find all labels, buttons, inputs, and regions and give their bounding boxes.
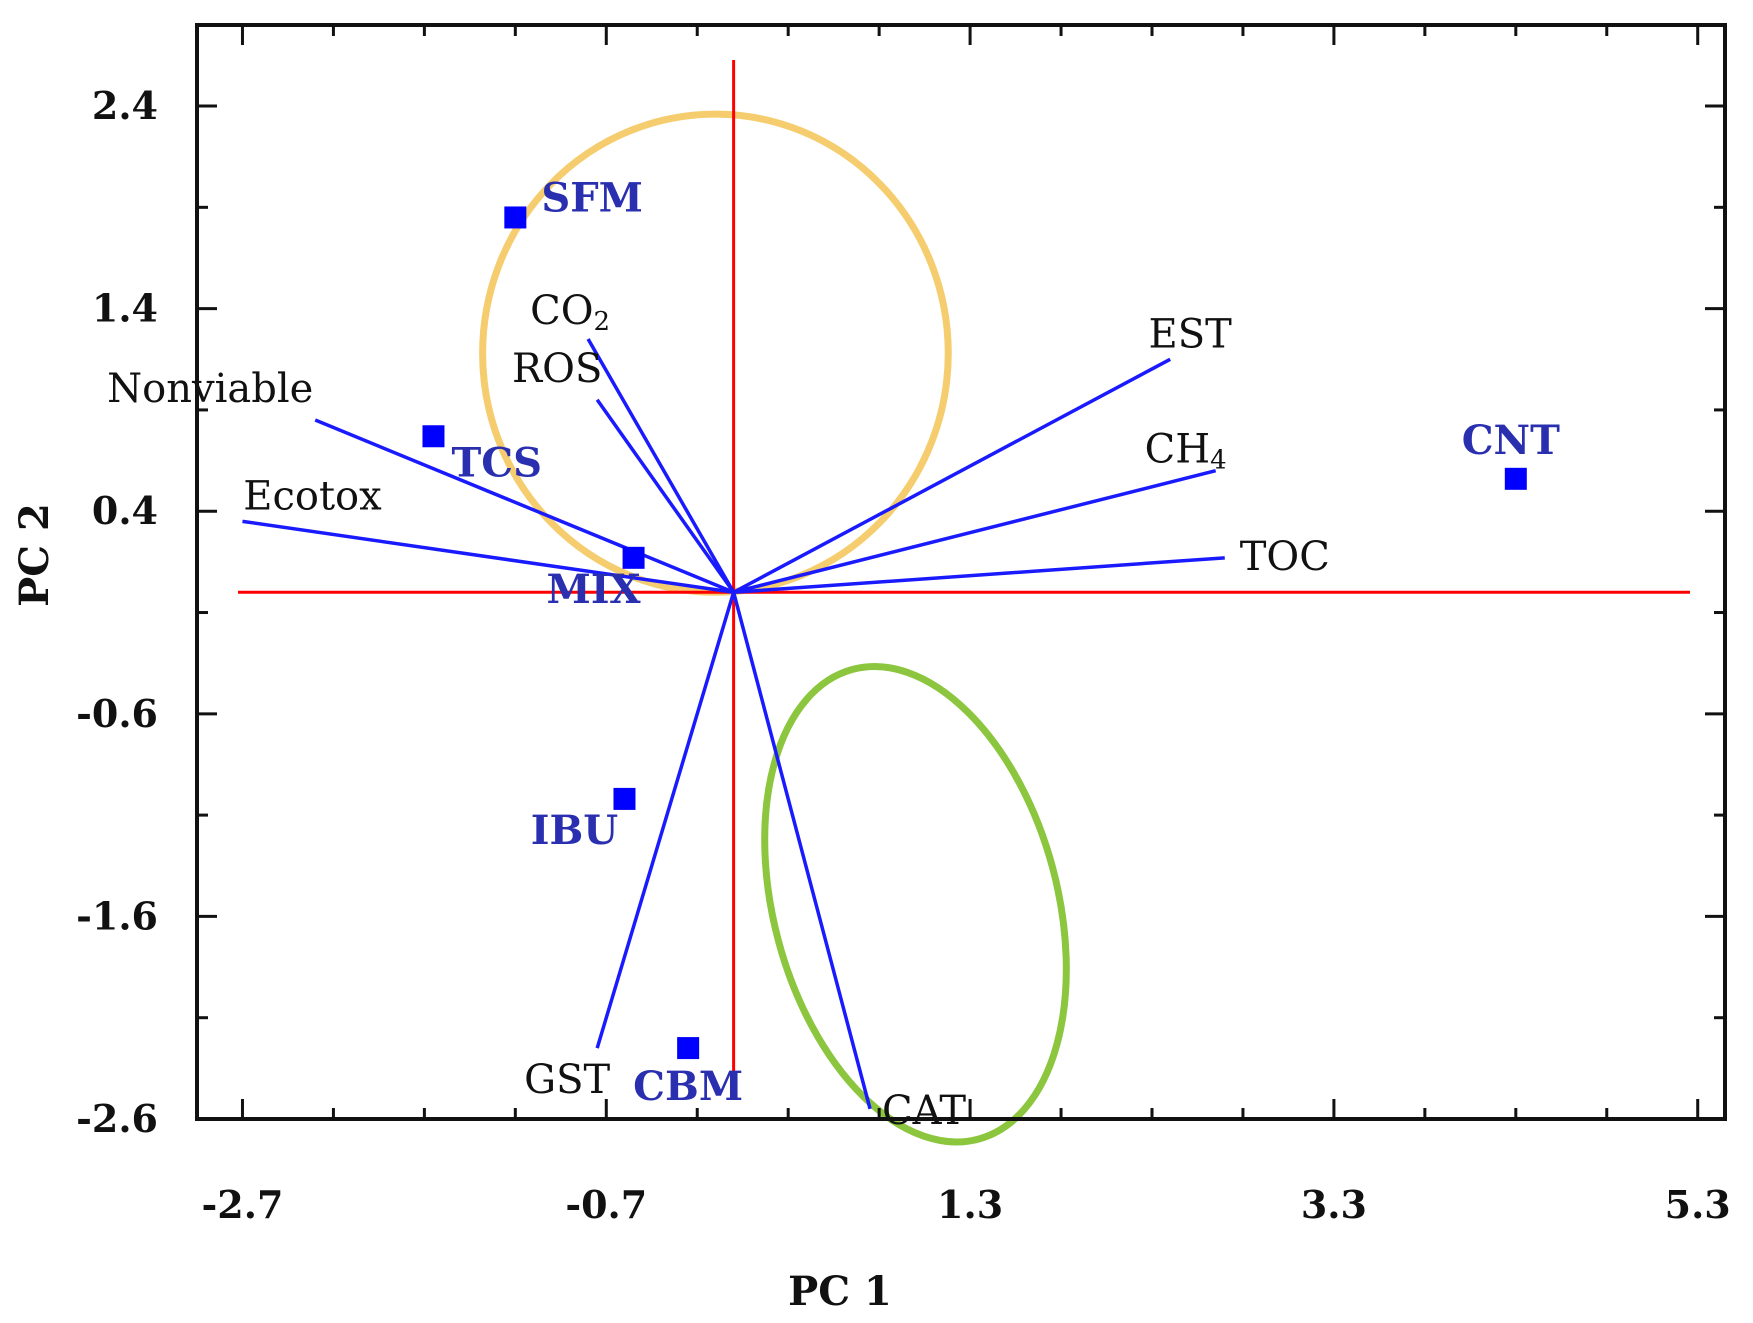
observation-point-tcs bbox=[422, 425, 445, 448]
loading-vector-ch bbox=[733, 469, 1217, 594]
observation-label-sfm: SFM bbox=[541, 174, 643, 221]
y-tick-label: -1.6 bbox=[76, 893, 158, 938]
x-tick-label: -2.7 bbox=[202, 1182, 284, 1227]
loading-vector-nonviable bbox=[314, 418, 735, 594]
lower-cluster-ellipse bbox=[761, 663, 1070, 1146]
loading-vector-est bbox=[732, 357, 1172, 594]
x-tick-label: 5.3 bbox=[1665, 1182, 1731, 1227]
observation-point-sfm bbox=[504, 206, 527, 229]
y-tick-label: 2.4 bbox=[92, 83, 158, 128]
loading-label-ecotox: Ecotox bbox=[243, 473, 382, 519]
observation-point-cnt bbox=[1504, 467, 1527, 490]
loading-label-nonviable: Nonviable bbox=[107, 366, 313, 412]
loading-label-co: CO2 bbox=[530, 288, 610, 337]
loading-label-gst: GST bbox=[524, 1057, 610, 1103]
loading-vector-ros bbox=[595, 398, 736, 594]
loadings-group: CO2 ROS Nonviable Ecotox EST CH4 TOC GST CAT bbox=[107, 288, 1330, 1134]
observation-point-ibu bbox=[613, 787, 636, 810]
observations-group: SFM TCS MIX CNT IBU CBM bbox=[422, 174, 1560, 1110]
loading-label-ch: CH4 bbox=[1145, 427, 1227, 476]
loading-label-ros: ROS bbox=[512, 346, 602, 392]
observation-label-mix: MIX bbox=[547, 566, 641, 613]
loading-label-toc: TOC bbox=[1240, 534, 1330, 580]
observation-point-mix bbox=[622, 546, 645, 569]
observation-point-cbm bbox=[677, 1037, 700, 1060]
loading-vector-toc bbox=[733, 556, 1225, 595]
plot-frame bbox=[195, 23, 1727, 1121]
ticks-group: -2.7 -0.7 1.3 3.3 5.3 2.4 1.4 0.4 -0.6 -1.6 -2.6 bbox=[76, 25, 1731, 1227]
loading-vector-ecotox bbox=[242, 519, 734, 594]
observation-label-cbm: CBM bbox=[633, 1063, 743, 1110]
x-tick-label: -0.7 bbox=[565, 1182, 647, 1227]
observation-label-tcs: TCS bbox=[451, 439, 542, 486]
axes-group bbox=[238, 60, 1690, 1090]
y-tick-label: -2.6 bbox=[76, 1096, 158, 1141]
y-tick-label: 0.4 bbox=[92, 488, 158, 533]
y-tick-label: -0.6 bbox=[76, 691, 158, 736]
observation-label-ibu: IBU bbox=[531, 807, 618, 854]
y-tick-label: 1.4 bbox=[92, 286, 158, 331]
x-axis-title: PC 1 bbox=[788, 1268, 892, 1315]
ellipses-group bbox=[479, 110, 1070, 1146]
x-tick-label: 1.3 bbox=[937, 1182, 1003, 1227]
loading-vector-cat bbox=[731, 591, 872, 1110]
loading-label-est: EST bbox=[1149, 311, 1233, 357]
observation-label-cnt: CNT bbox=[1462, 417, 1560, 464]
loading-label-cat: CAT bbox=[882, 1088, 966, 1134]
loading-vector-co bbox=[586, 338, 736, 594]
x-tick-label: 3.3 bbox=[1301, 1182, 1367, 1227]
loading-vector-gst bbox=[595, 591, 736, 1049]
y-axis-title: PC 2 bbox=[11, 503, 58, 607]
